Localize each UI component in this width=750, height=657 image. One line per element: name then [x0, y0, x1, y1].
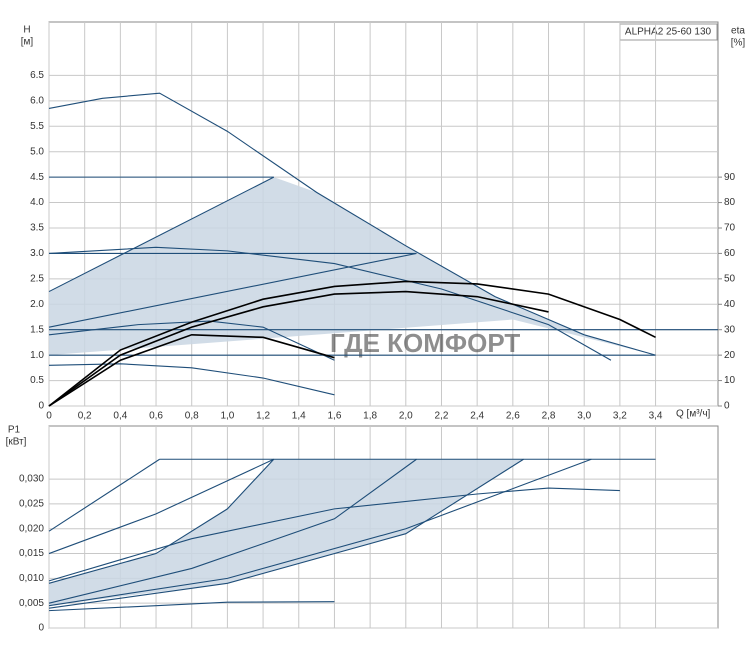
y2-label: eta — [731, 26, 745, 37]
y-tick-label: 0,005 — [19, 598, 44, 609]
watermark: ГДЕ КОМФОРТ — [330, 328, 520, 358]
y-tick-label: 0,015 — [19, 548, 44, 559]
x-tick-label: 1,6 — [327, 411, 341, 422]
y-tick-label: 0,025 — [19, 499, 44, 510]
y-tick-label: 2.5 — [30, 273, 44, 284]
y2-tick-label: 40 — [724, 299, 736, 310]
x-tick-label: 1,4 — [292, 411, 306, 422]
chart-title: ALPHA2 25-60 130 — [625, 27, 712, 38]
y-tick-label: 5.5 — [30, 121, 44, 132]
y-unit: [м] — [21, 37, 34, 48]
curve — [48, 458, 417, 604]
y-tick-label: 6.0 — [30, 95, 44, 106]
y-label: H — [23, 25, 30, 36]
y2-tick-label: 20 — [724, 350, 736, 361]
y2-tick-label: 70 — [724, 223, 736, 234]
x-tick-label: 0,8 — [185, 411, 199, 422]
x-tick-label: 1,8 — [363, 411, 377, 422]
curve — [48, 458, 275, 584]
curve — [48, 363, 335, 396]
y2-tick-label: 10 — [724, 375, 736, 386]
y-tick-label: 0,020 — [19, 523, 44, 534]
x-tick-label: 3,4 — [649, 411, 663, 422]
x-tick-label: 2,2 — [435, 411, 449, 422]
y-unit: [кВт] — [6, 437, 27, 448]
x-tick-label: 1,0 — [220, 411, 234, 422]
y2-tick-label: 30 — [724, 324, 736, 335]
x-tick-label: 0,4 — [113, 411, 127, 422]
efficiency-curve — [48, 333, 335, 407]
y-tick-label: 0 — [38, 623, 44, 634]
y-tick-label: 0 — [38, 401, 44, 412]
y2-tick-label: 90 — [724, 172, 736, 183]
efficiency-curve — [48, 290, 549, 407]
y-label: P1 — [8, 425, 21, 436]
y-tick-label: 2.0 — [30, 299, 44, 310]
y-tick-label: 6.5 — [30, 70, 44, 81]
curve — [48, 458, 275, 555]
x-tick-label: 2,6 — [506, 411, 520, 422]
efficiency-curve — [48, 280, 656, 407]
x-tick-label: 0 — [46, 411, 52, 422]
operating-area — [49, 459, 524, 606]
x-tick-label: 0,6 — [149, 411, 163, 422]
y-tick-label: 0.5 — [30, 375, 44, 386]
y2-tick-label: 80 — [724, 197, 736, 208]
x-tick-label: 2,4 — [470, 411, 484, 422]
curve — [48, 246, 612, 361]
y-tick-label: 1.5 — [30, 324, 44, 335]
x-label: Q [м³/ч] — [676, 409, 711, 420]
curve — [48, 92, 656, 356]
curve — [48, 458, 160, 532]
x-tick-label: 3,2 — [613, 411, 627, 422]
x-tick-label: 2,8 — [542, 411, 556, 422]
curve — [48, 176, 275, 293]
y2-tick-label: 50 — [724, 273, 736, 284]
y-tick-label: 0,030 — [19, 474, 44, 485]
y2-tick-label: 60 — [724, 248, 736, 259]
curve — [48, 487, 620, 582]
y-tick-label: 4.5 — [30, 172, 44, 183]
y-tick-label: 4.0 — [30, 197, 44, 208]
curve — [48, 458, 524, 609]
y2-unit: [%] — [731, 38, 746, 49]
y-tick-label: 3.5 — [30, 223, 44, 234]
curve — [48, 252, 417, 328]
x-tick-label: 2,0 — [399, 411, 413, 422]
y2-tick-label: 0 — [724, 401, 730, 412]
x-tick-label: 1,2 — [256, 411, 270, 422]
y-tick-label: 1.0 — [30, 350, 44, 361]
x-tick-label: 0,2 — [78, 411, 92, 422]
y-tick-label: 5.0 — [30, 146, 44, 157]
curve — [48, 601, 335, 612]
y-tick-label: 0,010 — [19, 573, 44, 584]
curve — [48, 458, 592, 607]
y-tick-label: 3.0 — [30, 248, 44, 259]
x-tick-label: 3,0 — [577, 411, 591, 422]
curve — [48, 320, 335, 361]
